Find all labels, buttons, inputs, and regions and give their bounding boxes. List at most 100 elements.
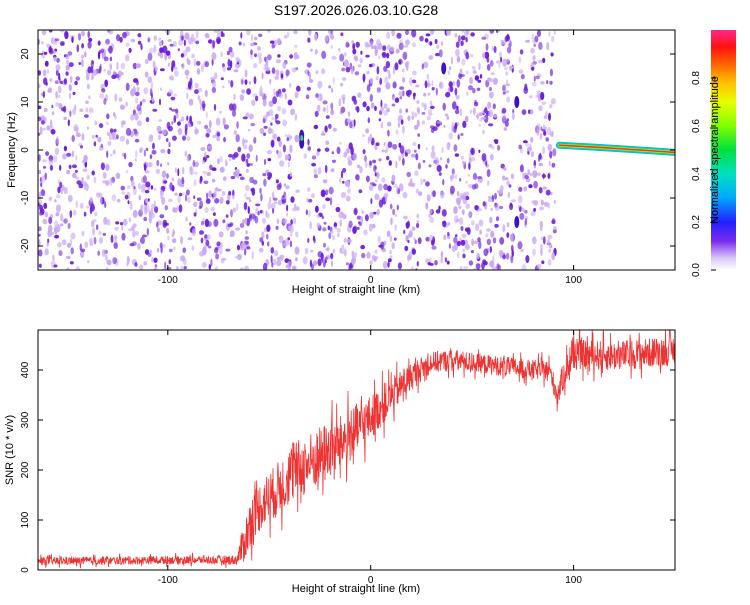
spectrogram-cell bbox=[172, 238, 177, 244]
spectrogram-cell bbox=[425, 147, 428, 151]
spectrogram-cell bbox=[63, 218, 68, 224]
spectrogram-cell bbox=[479, 74, 483, 79]
spectrogram-cell bbox=[177, 121, 181, 126]
spectrogram-cell bbox=[537, 123, 541, 129]
spectrogram-cell bbox=[524, 217, 528, 226]
spectrogram-cell bbox=[369, 133, 373, 142]
spectrogram-cell bbox=[67, 256, 71, 259]
spectrogram-cell bbox=[286, 204, 289, 212]
spectrogram-cell bbox=[314, 110, 319, 117]
spectrogram-cell bbox=[244, 69, 248, 78]
spectrogram-cell bbox=[512, 109, 515, 114]
spectrogram-cell bbox=[69, 210, 73, 218]
spectrogram-cell bbox=[290, 219, 293, 226]
spectrogram-cell bbox=[478, 123, 481, 127]
spectrogram-cell bbox=[257, 52, 262, 59]
spectrogram-cell bbox=[536, 263, 542, 270]
spectrogram-cell bbox=[447, 231, 450, 237]
spectrogram-cell bbox=[456, 197, 461, 206]
spectrogram-cell bbox=[486, 169, 491, 178]
spectrogram-cell bbox=[494, 203, 500, 212]
spectrogram-cell bbox=[135, 63, 141, 69]
spectrogram-cell bbox=[150, 185, 154, 190]
spectrogram-cell bbox=[461, 30, 465, 33]
spectrogram-cell bbox=[388, 71, 391, 80]
spectrogram-cell bbox=[141, 234, 148, 238]
spectrogram-cell bbox=[193, 179, 197, 187]
spectrogram-cell bbox=[533, 180, 538, 189]
spectrogram-cell bbox=[200, 237, 204, 244]
spectrogram-cell bbox=[49, 87, 52, 91]
spectrogram-cell bbox=[210, 258, 213, 267]
spectrogram-cell bbox=[551, 252, 556, 261]
spectrogram-cell bbox=[72, 172, 77, 179]
spectrogram-cell bbox=[531, 66, 535, 71]
spectrogram-cell bbox=[533, 75, 536, 82]
spectrogram-cell bbox=[507, 191, 511, 198]
spectrogram-cell bbox=[78, 183, 84, 189]
spectrogram-cell bbox=[423, 92, 427, 97]
spectrogram-cell bbox=[523, 186, 528, 192]
spectrogram-cell bbox=[61, 107, 65, 112]
spectrogram-cell bbox=[107, 141, 112, 146]
spectrogram-cell bbox=[239, 245, 245, 251]
spectrogram-cell bbox=[58, 102, 62, 108]
spectrogram-cell bbox=[43, 77, 48, 85]
spectrogram-cell bbox=[405, 222, 410, 229]
spectrogram-cell bbox=[223, 137, 226, 143]
spectrogram-cell bbox=[143, 261, 147, 266]
spectrogram-cell bbox=[349, 121, 353, 129]
spectrogram-cell bbox=[75, 76, 81, 81]
spectrogram-cell bbox=[442, 102, 446, 111]
spectrogram-cell bbox=[325, 140, 330, 145]
spectrogram-cell bbox=[194, 126, 198, 135]
spectrogram-cell bbox=[386, 52, 390, 59]
spectrogram-cell bbox=[483, 261, 488, 266]
spectrogram-cell bbox=[389, 203, 393, 210]
spectrogram-cell bbox=[52, 254, 55, 261]
spectrogram-cell bbox=[461, 58, 466, 66]
spectrogram-cell bbox=[452, 80, 456, 87]
spectrogram-cell bbox=[271, 117, 275, 121]
spectrogram-cell bbox=[488, 198, 493, 202]
spectrogram-cell bbox=[204, 234, 208, 239]
spectrogram-cell bbox=[65, 71, 69, 76]
spectrogram-cell bbox=[377, 87, 380, 94]
spectrogram-cell bbox=[120, 62, 126, 69]
spectrogram-cell bbox=[494, 224, 499, 228]
spectrogram-cell bbox=[310, 48, 313, 52]
spectrogram-cell bbox=[431, 80, 434, 87]
spectrogram-cell bbox=[87, 66, 92, 74]
spectrogram-cell bbox=[514, 96, 520, 108]
spectrogram-cell bbox=[387, 121, 392, 127]
spectrogram-cell bbox=[501, 107, 507, 114]
spectrogram-cell bbox=[377, 235, 382, 244]
spectrogram-cell bbox=[266, 224, 271, 232]
spectrogram-cell bbox=[321, 68, 326, 75]
spectrogram-cell bbox=[460, 40, 464, 47]
spectrogram-cell bbox=[85, 72, 90, 81]
spectrogram-cell bbox=[309, 221, 313, 230]
spectrogram-cell bbox=[435, 87, 438, 96]
spectrogram-cell bbox=[549, 80, 553, 85]
spectrogram-cell bbox=[465, 51, 470, 60]
spectrogram-cell bbox=[39, 204, 43, 211]
spectrogram-cell bbox=[118, 97, 123, 102]
spectrogram-cell bbox=[416, 107, 420, 113]
spectrogram-cell bbox=[57, 94, 61, 99]
spectrogram-cell bbox=[56, 57, 60, 63]
spectrogram-cell bbox=[510, 255, 514, 264]
spectrogram-cell bbox=[259, 127, 265, 135]
spectrogram-cell bbox=[410, 182, 416, 187]
spectrogram-cell bbox=[164, 205, 168, 211]
spectrogram-cell bbox=[211, 52, 217, 61]
spectrogram-cell bbox=[228, 46, 233, 53]
spectrogram-cell bbox=[410, 266, 414, 270]
spectrogram-cell bbox=[39, 126, 43, 135]
spectrogram-cell bbox=[233, 130, 237, 135]
spectrogram-cell bbox=[362, 77, 365, 84]
spectrogram-cell bbox=[48, 216, 53, 224]
spectrogram-cell bbox=[135, 150, 138, 158]
spectrogram-cell bbox=[399, 108, 403, 114]
